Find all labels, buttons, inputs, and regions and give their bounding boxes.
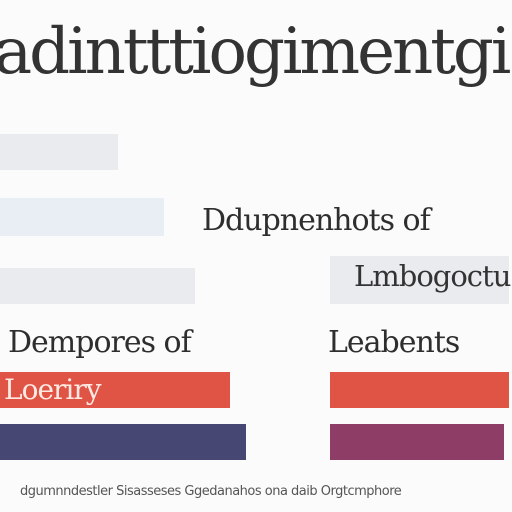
label-loeriry: Loeriry [4, 373, 102, 406]
bar-left-2 [0, 198, 164, 236]
bar-left-4 [0, 372, 231, 408]
chart-footer: dgumnndestler Sisasseses Ggedanahos ona … [20, 484, 402, 499]
bar-left-1 [0, 134, 118, 170]
label-lmbogoctu: Lmbogoctu [354, 259, 511, 293]
chart-title: adintttiogimentgi [0, 15, 511, 89]
label-dempores: Dempores of [8, 325, 192, 360]
bar-left-3 [0, 268, 195, 304]
bar-right-1 [330, 256, 510, 304]
label-leabents: Leabents [328, 325, 460, 360]
bar-right-2 [330, 372, 510, 408]
bar-left-5 [0, 424, 246, 460]
bar-right-3 [330, 424, 505, 460]
label-ddupnenhots: Ddupnenhots of [202, 203, 431, 238]
